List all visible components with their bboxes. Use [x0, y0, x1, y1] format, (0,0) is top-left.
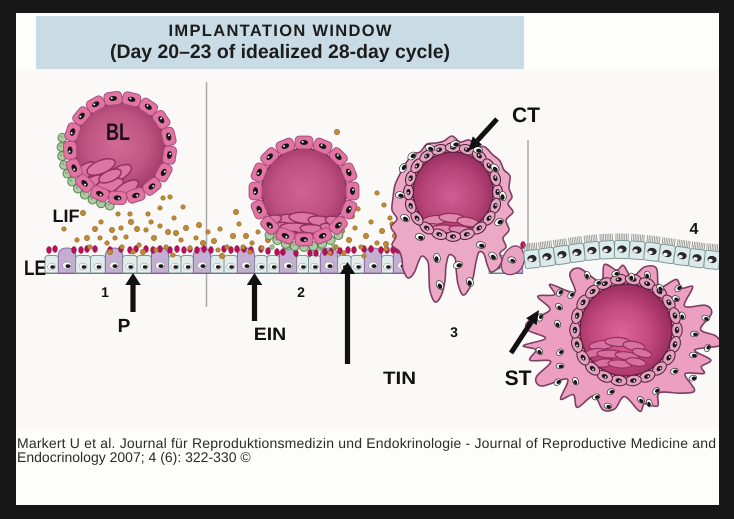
svg-text:TIN: TIN: [383, 368, 416, 388]
svg-text:4: 4: [690, 221, 699, 238]
svg-text:LIF: LIF: [53, 206, 80, 226]
svg-text:LE: LE: [24, 257, 46, 280]
svg-text:ST: ST: [505, 367, 532, 390]
svg-text:1: 1: [101, 284, 109, 300]
svg-text:P: P: [118, 316, 131, 337]
svg-text:IMPLANTATION WINDOW: IMPLANTATION WINDOW: [169, 22, 392, 40]
svg-text:EIN: EIN: [254, 324, 287, 344]
svg-text:2: 2: [297, 284, 305, 300]
svg-text:3: 3: [450, 324, 458, 340]
svg-text:CT: CT: [512, 104, 540, 127]
svg-text:(Day 20–23 of idealized 28-day: (Day 20–23 of idealized 28-day cycle): [110, 41, 450, 63]
svg-text:Markert U et al. Journal für R: Markert U et al. Journal für Reproduktio…: [17, 435, 716, 451]
svg-text:BL: BL: [106, 119, 130, 146]
svg-text:Endocrinology 2007; 4 (6): 322: Endocrinology 2007; 4 (6): 322-330 ©: [17, 449, 251, 465]
